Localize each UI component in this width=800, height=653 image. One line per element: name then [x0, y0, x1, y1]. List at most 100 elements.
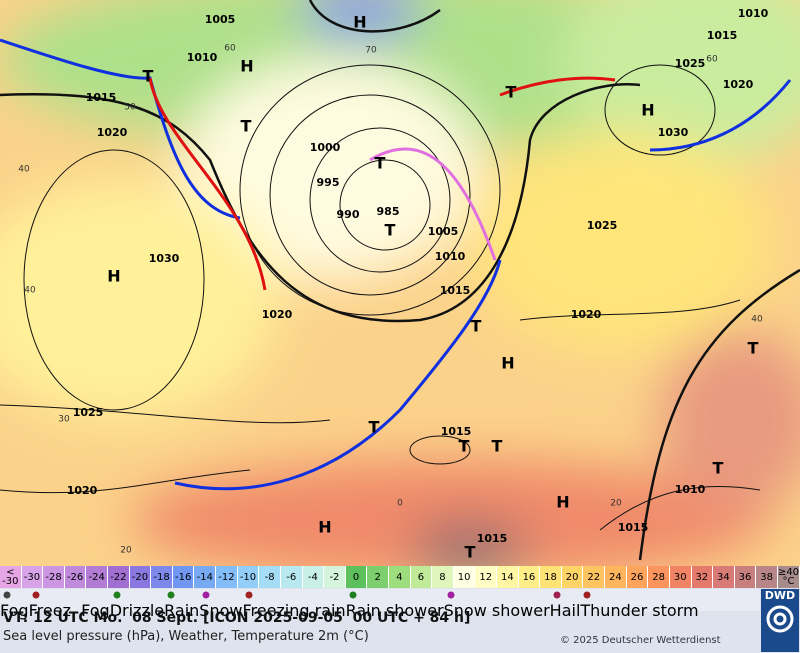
color-cell: 6	[410, 566, 433, 588]
legend-symbol	[164, 589, 179, 601]
scale-label: -24	[88, 571, 105, 583]
legend-symbol	[199, 589, 214, 601]
isobars	[0, 64, 761, 531]
color-cell: -16	[172, 566, 195, 588]
grid-label: 60	[706, 55, 718, 65]
scale-label: -28	[45, 571, 62, 583]
pressure-center: T	[713, 459, 724, 478]
color-cell: -10	[237, 566, 260, 588]
color-cell: 0	[345, 566, 368, 588]
scale-label: -6	[286, 571, 297, 583]
isobar-label: 1020	[97, 126, 128, 139]
legend-label: Thunder storm	[580, 601, 699, 620]
isobar-label: 1010	[435, 250, 466, 263]
scale-label: -18	[153, 571, 170, 583]
isobar-label: 1015	[86, 91, 117, 104]
legend-label: Snow shower	[443, 601, 550, 620]
legend-item: Rain shower	[345, 589, 444, 620]
color-cell: -22	[108, 566, 130, 588]
isobar-label: 1000	[310, 141, 341, 154]
grid-label: 60	[224, 44, 236, 54]
color-cell: 14	[497, 566, 519, 588]
scale-label: 6	[417, 571, 425, 583]
color-cell: 20	[561, 566, 584, 588]
color-cell: -14	[194, 566, 217, 588]
scale-unit: °C	[782, 576, 795, 587]
legend-label: Hail	[549, 601, 581, 620]
legend-symbol	[443, 589, 458, 601]
legend-item: Rain	[164, 589, 199, 620]
color-cell: 8	[432, 566, 454, 588]
color-cell: 38	[756, 566, 778, 588]
isobar-label: 1005	[205, 13, 236, 26]
scale-label: -22	[110, 571, 127, 583]
pressure-center: T	[748, 339, 759, 358]
scale-label: 4	[396, 571, 403, 583]
scale-label: -12	[218, 571, 235, 583]
isobar-label: 1010	[738, 7, 769, 20]
legend-label: Drizzle	[109, 601, 165, 620]
grid-label: 40	[751, 315, 763, 325]
scale-label: 0	[352, 571, 360, 583]
pressure-center: H	[353, 13, 366, 32]
pressure-center: H	[318, 518, 331, 537]
color-cell: 12	[475, 566, 498, 588]
color-cell: 24	[605, 566, 627, 588]
scale-label: ≥40	[777, 567, 800, 578]
scale-label: 32	[695, 571, 709, 583]
color-cell: 4	[388, 566, 411, 588]
pressure-center: T	[465, 543, 476, 562]
legend-item: Hail	[549, 589, 580, 620]
color-cell: 34	[713, 566, 735, 588]
isobar-label: 1025	[73, 406, 104, 419]
color-cell: -20	[129, 566, 152, 588]
description: Sea level pressure (hPa), Weather, Tempe…	[3, 629, 369, 644]
pressure-center: T	[506, 83, 517, 102]
isobar-label: 1020	[723, 78, 754, 91]
grid-label: 0	[397, 499, 403, 509]
color-cell: -2	[324, 566, 346, 588]
pressure-center: H	[240, 57, 253, 76]
isobar-label: 1015	[440, 284, 471, 297]
grid-label: 70	[365, 46, 377, 56]
scale-label: -8	[264, 571, 275, 583]
color-cell: -18	[151, 566, 173, 588]
pressure-center: T	[241, 117, 252, 136]
color-cell: -4	[302, 566, 325, 588]
scale-label: 12	[479, 571, 493, 583]
temperature-field	[0, 0, 800, 580]
scale-label: -26	[66, 571, 84, 583]
color-cell: -12	[216, 566, 238, 588]
scale-label: -20	[131, 571, 149, 583]
scale-label: 38	[760, 571, 773, 583]
color-cell: 16	[518, 566, 541, 588]
legend-label: Freezing rain	[242, 601, 346, 620]
color-cell: -28	[43, 566, 65, 588]
legend-label: Rain shower	[345, 601, 444, 620]
scale-label: 8	[439, 571, 446, 583]
color-cell: -26	[64, 566, 87, 588]
color-cell: 32	[691, 566, 714, 588]
scale-label: 36	[738, 571, 752, 583]
pressure-center: T	[385, 221, 396, 240]
legend-label: Freez. Fog	[28, 601, 110, 620]
scale-label: 14	[500, 571, 514, 583]
color-cell: ≥40 °C	[777, 566, 800, 588]
isobar-label: 1010	[675, 483, 706, 496]
fronts	[0, 38, 792, 491]
scale-label: -10	[239, 571, 257, 583]
isobar-label: 1020	[262, 308, 293, 321]
grid-label: 50	[124, 103, 136, 113]
pressure-center: T	[459, 437, 470, 456]
legend-item: Snow shower	[443, 589, 550, 620]
pressure-center: H	[641, 101, 654, 120]
isobar-label: 995	[317, 176, 340, 189]
isobar-label: 1020	[67, 484, 98, 497]
scale-label: 18	[544, 571, 557, 583]
legend-item: Thunder storm	[580, 589, 699, 620]
legend-item: Fog	[0, 589, 29, 620]
color-cell: 30	[669, 566, 692, 588]
pressure-center: T	[369, 418, 380, 437]
isobar-label: 1010	[187, 51, 218, 64]
